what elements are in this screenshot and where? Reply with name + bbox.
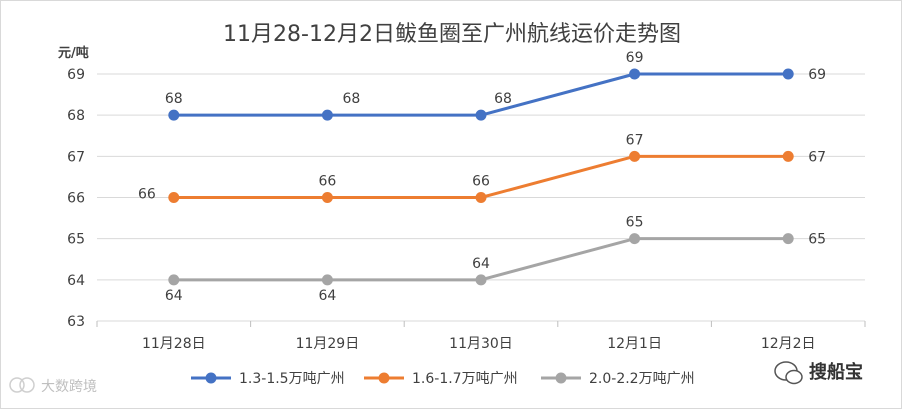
data-label: 69 <box>626 50 644 66</box>
y-unit-label: 元/吨 <box>58 45 89 61</box>
y-tick-label: 65 <box>67 232 85 248</box>
data-point <box>321 274 333 286</box>
data-point <box>321 109 333 121</box>
series-line <box>173 72 789 117</box>
data-point <box>475 109 487 121</box>
legend-item-2: 1.6-1.7万吨广州 <box>364 371 518 387</box>
data-point <box>629 233 641 245</box>
data-point <box>475 192 487 203</box>
data-label: 64 <box>165 288 183 304</box>
legend-item-3: 2.0-2.2万吨广州 <box>541 371 695 387</box>
y-tick-label: 68 <box>67 108 85 124</box>
legend: 1.3-1.5万吨广州 1.6-1.7万吨广州 2.0-2.2万吨广州 <box>191 371 695 387</box>
y-tick-label: 67 <box>67 149 85 165</box>
watermark-logo-icon-2 <box>19 377 35 393</box>
y-tick-label: 66 <box>67 191 85 207</box>
x-axis: 11月28日 11月29日 11月30日 12月1日 12月2日 <box>96 321 866 352</box>
data-label: 68 <box>342 91 360 107</box>
data-label: 67 <box>808 149 826 165</box>
y-tick-label: 63 <box>67 314 85 330</box>
legend-label: 1.6-1.7万吨广州 <box>412 371 518 387</box>
y-tick-label: 64 <box>67 273 85 289</box>
watermark-left: 大数跨境 <box>9 377 97 395</box>
data-label: 65 <box>808 232 826 248</box>
data-label: 66 <box>472 174 490 190</box>
data-point <box>168 109 180 121</box>
data-point <box>782 233 794 245</box>
x-tick-label: 11月30日 <box>449 336 513 352</box>
x-tick-label: 11月28日 <box>142 336 206 352</box>
legend-label: 1.3-1.5万吨广州 <box>239 371 345 387</box>
data-label: 68 <box>494 91 512 107</box>
legend-label: 2.0-2.2万吨广州 <box>589 371 695 387</box>
data-point <box>629 150 641 162</box>
legend-item-1: 1.3-1.5万吨广州 <box>191 371 345 387</box>
legend-marker <box>378 372 390 384</box>
x-tick-label: 11月29日 <box>296 336 360 352</box>
watermark-right: 搜船宝 <box>774 361 863 385</box>
data-label: 66 <box>138 187 156 203</box>
y-tick-label: 69 <box>67 67 85 83</box>
legend-marker <box>555 372 567 384</box>
data-label: 67 <box>626 132 644 148</box>
legend-marker <box>205 372 217 384</box>
series-3: 64 64 64 65 65 <box>165 215 826 304</box>
data-label: 66 <box>318 174 336 190</box>
data-point <box>168 274 180 286</box>
x-tick-label: 12月2日 <box>761 336 816 352</box>
watermark-left-text: 大数跨境 <box>41 379 97 395</box>
brand-text: 搜船宝 <box>809 361 863 383</box>
data-point <box>782 68 794 80</box>
data-point <box>475 274 487 286</box>
data-point <box>321 192 333 203</box>
data-label: 65 <box>626 215 644 231</box>
watermark-logo-icon <box>9 377 25 393</box>
series-layer: 68 68 68 69 69 66 66 66 67 67 64 64 64 65 65 <box>138 50 826 304</box>
data-label: 64 <box>318 288 336 304</box>
series-2: 66 66 66 67 67 <box>138 132 826 203</box>
data-point <box>168 192 180 203</box>
series-1: 68 68 68 69 69 <box>165 50 826 121</box>
data-point <box>782 150 794 162</box>
data-label: 68 <box>165 91 183 107</box>
data-label: 64 <box>472 256 490 272</box>
x-tick-label: 12月1日 <box>607 336 662 352</box>
data-label: 69 <box>808 67 826 83</box>
data-point <box>629 68 641 80</box>
wechat-icon-small <box>785 369 803 385</box>
chart-title: 11月28-12月2日鲅鱼圈至广州航线运价走势图 <box>223 22 681 47</box>
